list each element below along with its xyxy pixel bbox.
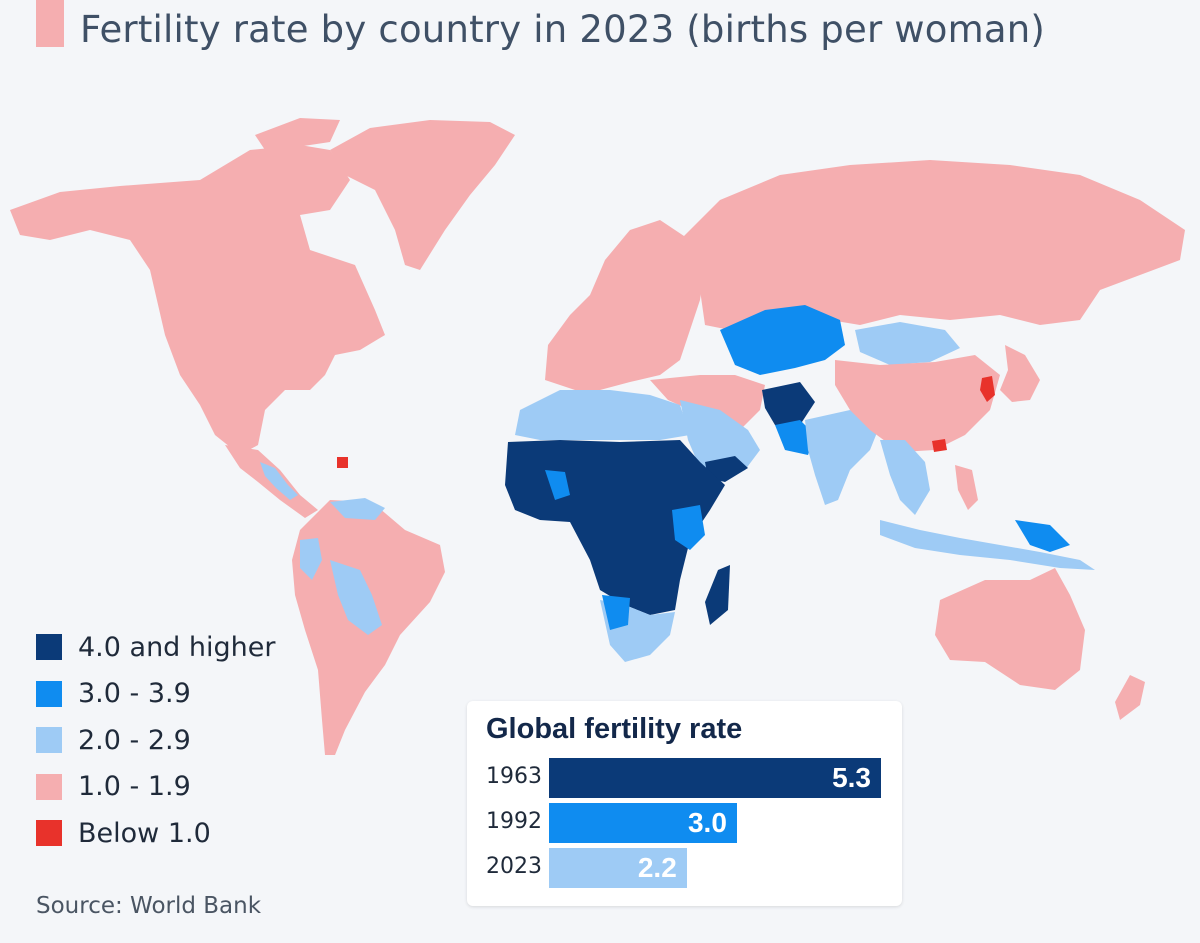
legend-label: 3.0 - 3.9 <box>78 678 191 710</box>
region-africa-southwest <box>602 595 630 630</box>
legend: 4.0 and higher 3.0 - 3.9 2.0 - 2.9 1.0 -… <box>36 624 275 857</box>
region-papua-new-guinea <box>1015 520 1070 552</box>
region-yemen <box>705 456 748 482</box>
legend-swatch <box>36 773 62 800</box>
bar-2023: 2.2 <box>549 848 687 888</box>
region-madagascar <box>705 565 730 625</box>
legend-item: 3.0 - 3.9 <box>36 671 275 718</box>
world-map <box>10 118 1185 755</box>
region-middle-east <box>650 375 765 430</box>
region-korea <box>980 376 995 402</box>
region-mongolia <box>855 322 960 365</box>
region-central-america-mid <box>260 462 298 500</box>
legend-label: 2.0 - 2.9 <box>78 724 191 756</box>
region-new-zealand <box>1115 675 1145 720</box>
bar-value-label: 5.3 <box>832 762 871 793</box>
region-africa-east <box>672 505 705 550</box>
map-title: Fertility rate by country in 2023 (birth… <box>80 8 1046 51</box>
legend-swatch <box>36 820 62 847</box>
legend-item: 2.0 - 2.9 <box>36 717 275 764</box>
legend-label: 1.0 - 1.9 <box>78 771 191 803</box>
region-arctic-islands <box>255 118 340 150</box>
legend-item: 4.0 and higher <box>36 624 275 671</box>
legend-swatch <box>36 680 62 707</box>
region-europe <box>545 220 705 390</box>
region-russia <box>680 160 1185 330</box>
region-greenland <box>330 120 515 270</box>
region-south-america-north <box>330 498 385 520</box>
region-africa-north <box>515 390 690 440</box>
region-puerto-rico <box>337 457 348 468</box>
legend-swatch <box>36 634 62 661</box>
legend-item: Below 1.0 <box>36 810 275 857</box>
region-pakistan <box>775 420 815 455</box>
map-land <box>10 118 1185 755</box>
legend-swatch <box>36 727 62 754</box>
region-central-asia <box>720 305 845 375</box>
region-southeast-asia <box>880 440 930 515</box>
region-australia <box>935 568 1085 690</box>
legend-item: 1.0 - 1.9 <box>36 764 275 811</box>
region-north-america <box>10 145 385 455</box>
legend-label: Below 1.0 <box>78 817 211 849</box>
region-south-america-central <box>330 560 382 635</box>
bar-year-label: 1992 <box>486 809 542 834</box>
legend-label: 4.0 and higher <box>78 631 276 663</box>
region-south-america-west <box>300 538 322 580</box>
region-afghanistan <box>762 382 815 425</box>
region-philippines <box>955 465 978 510</box>
region-hong-kong-macau <box>932 439 947 452</box>
bar-1992: 3.0 <box>549 803 737 843</box>
inset-title: Global fertility rate <box>486 713 743 745</box>
bar-1963: 5.3 <box>549 758 881 798</box>
region-indonesia <box>880 520 1095 570</box>
bar-year-label: 2023 <box>486 854 542 879</box>
region-africa-west-coast <box>545 470 570 500</box>
bar-year-label: 1963 <box>486 764 542 789</box>
bar-value-label: 2.2 <box>637 852 677 883</box>
bar-value-label: 3.0 <box>687 807 727 838</box>
title-accent-bar <box>36 0 64 47</box>
source-note: Source: World Bank <box>36 893 262 919</box>
region-china <box>835 355 1000 452</box>
region-japan <box>1000 345 1040 402</box>
region-india <box>805 410 880 505</box>
global-fertility-inset: Global fertility rate 1963 5.3 1992 3.0 … <box>467 701 902 906</box>
